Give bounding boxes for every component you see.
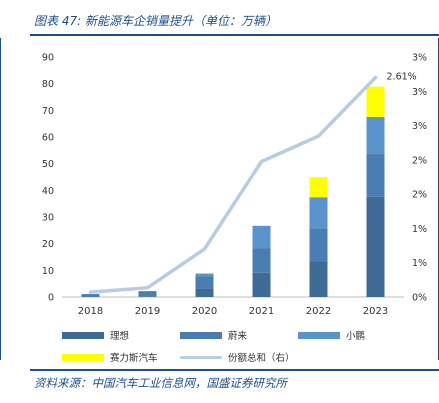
y-left-tick-label: 20	[42, 239, 54, 250]
legend-label-seres: 赛力斯汽车	[110, 353, 158, 364]
legend-item-share: 份额总和（右）	[180, 350, 295, 364]
share-line	[88, 75, 378, 294]
bar-segment-nio	[195, 276, 214, 289]
legend-swatch-xpeng	[298, 331, 340, 339]
bar-segment-xpeng	[366, 117, 385, 155]
y-right-tick-label: 1%	[412, 258, 427, 269]
x-tick-label: 2023	[363, 306, 388, 317]
x-tick-label: 2020	[192, 306, 217, 317]
x-tick-label: 2018	[78, 306, 103, 317]
y-right-tick-label: 3%	[412, 121, 427, 132]
y-left-tick-label: 10	[42, 266, 54, 277]
bar-segment-seres	[366, 86, 385, 117]
bar-segment-lixiang	[252, 272, 271, 297]
figure-source: 资料来源：中国汽车工业信息网，国盛证券研究所	[34, 376, 287, 390]
legend-swatch-seres	[62, 353, 104, 361]
y-right-tick-label: 3%	[412, 53, 427, 64]
bar-segment-nio	[252, 248, 271, 273]
legend-item-xpeng: 小鹏	[298, 328, 365, 342]
y-right-tick-label: 2%	[412, 155, 427, 166]
y-right-tick-label: 0%	[412, 293, 427, 304]
legend-item-seres: 赛力斯汽车	[62, 350, 158, 364]
legend-label-nio: 蔚来	[228, 331, 248, 342]
bar-segment-xpeng	[309, 197, 328, 229]
y-left-tick-label: 50	[42, 159, 54, 170]
title-divider	[30, 34, 439, 36]
legend-label-lixiang: 理想	[110, 331, 130, 342]
x-tick-label: 2019	[135, 306, 160, 317]
y-left-tick-label: 40	[42, 186, 54, 197]
bar-segment-lixiang	[309, 261, 328, 297]
y-left-tick-label: 70	[42, 106, 54, 117]
bar-segment-lixiang	[366, 196, 385, 297]
bar-segment-seres	[309, 177, 328, 198]
legend-item-nio: 蔚来	[180, 328, 247, 342]
legend-swatch-share	[180, 355, 222, 359]
bar-segment-lixiang	[195, 288, 214, 297]
source-divider	[30, 369, 439, 371]
legend-swatch-nio	[180, 331, 222, 339]
legend-label-xpeng: 小鹏	[346, 331, 366, 342]
bar-segment-xpeng	[252, 225, 271, 249]
bar-segment-nio	[366, 154, 385, 197]
y-left-tick-label: 80	[42, 79, 54, 90]
y-left-tick-label: 90	[42, 53, 54, 64]
legend-swatch-lixiang	[62, 331, 104, 339]
share-data-label: 2.61%	[387, 71, 417, 82]
y-right-tick-label: 1%	[412, 224, 427, 235]
y-left-tick-label: 0	[48, 293, 54, 304]
x-tick-label: 2022	[306, 306, 331, 317]
y-left-tick-label: 30	[42, 213, 54, 224]
left-border	[0, 38, 1, 360]
bar-segment-nio	[309, 229, 328, 262]
bar-segment-nio	[138, 291, 157, 297]
y-right-tick-label: 3%	[412, 87, 427, 98]
figure-title: 图表 47: 新能源车企销量提升（单位：万辆）	[34, 14, 277, 28]
legend: 理想 蔚来 小鹏 赛力斯汽车 份额总和（右）	[62, 328, 432, 368]
y-left-tick-label: 60	[42, 133, 54, 144]
legend-item-lixiang: 理想	[62, 328, 129, 342]
bar-segment-xpeng	[195, 273, 214, 277]
x-tick-label: 2021	[249, 306, 274, 317]
y-right-tick-label: 2%	[412, 190, 427, 201]
bar-segment-nio	[81, 294, 100, 297]
legend-label-share: 份额总和（右）	[228, 353, 295, 364]
